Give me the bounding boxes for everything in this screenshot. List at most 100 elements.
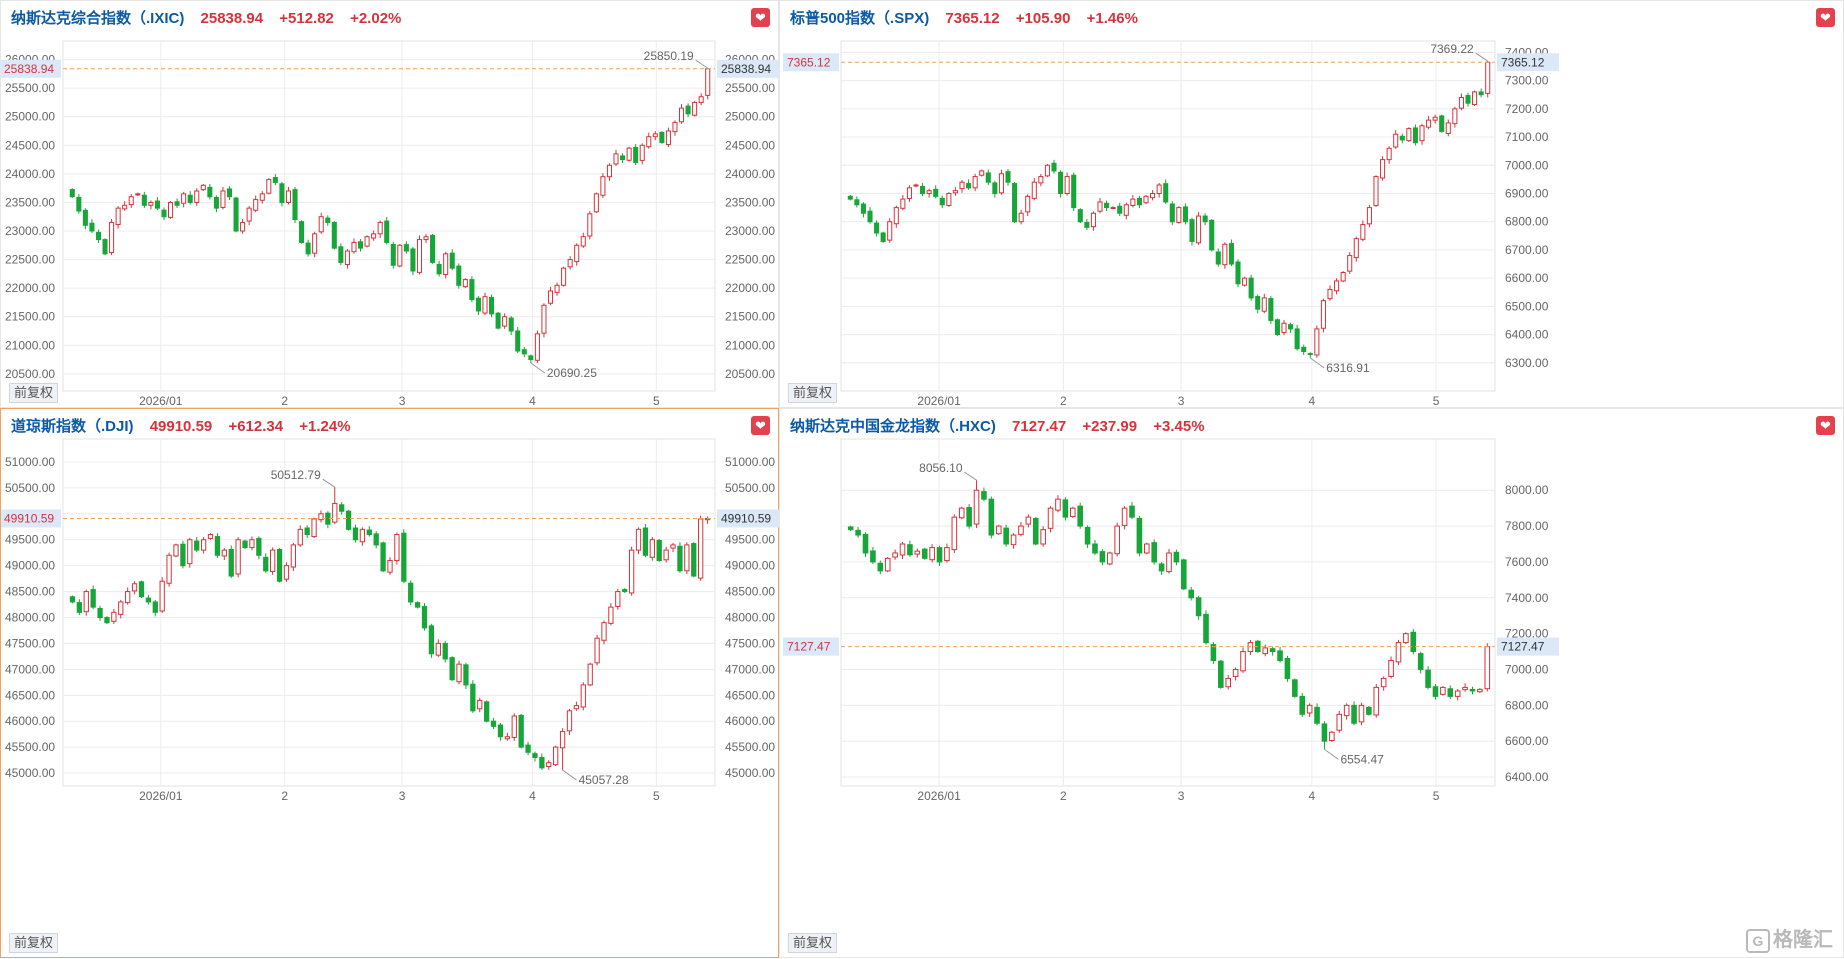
watermark-logo: G 格隆汇: [1746, 923, 1833, 953]
candle-up: [1025, 195, 1031, 213]
candle-down: [390, 243, 396, 266]
last-price-badge-right: [1497, 637, 1559, 656]
candle-down: [1173, 551, 1180, 563]
candle-down: [463, 664, 469, 686]
candle-up: [148, 201, 154, 206]
y-tick-label-right: 7200.00: [1505, 627, 1549, 641]
candle-up: [318, 216, 324, 233]
candle-up: [159, 580, 165, 612]
candle-down: [1292, 679, 1298, 697]
y-tick-label-right: 7200.00: [1505, 102, 1549, 116]
candle-down: [1255, 296, 1261, 310]
candle-up: [1114, 525, 1120, 555]
heart-icon[interactable]: ❤: [751, 8, 770, 27]
candle-down: [633, 146, 639, 163]
candle-up: [1240, 651, 1246, 672]
candle-up: [665, 130, 671, 145]
candle-down: [1181, 559, 1187, 590]
y-tick-label-right: 7400.00: [1505, 591, 1549, 605]
candle-down: [1136, 197, 1142, 206]
candle-down: [1158, 563, 1165, 572]
candle-down: [1188, 589, 1195, 599]
candle-up: [1232, 668, 1239, 677]
y-tick-label-right: 6700.00: [1505, 243, 1549, 257]
y-tick-label-right: 7600.00: [1505, 555, 1549, 569]
candle-up: [456, 663, 462, 683]
candle-down: [102, 239, 108, 255]
candle-up: [351, 241, 357, 253]
candle-up: [235, 539, 241, 575]
candle-up: [312, 233, 318, 254]
candle-down: [1314, 706, 1320, 724]
adjust-button[interactable]: 前复权: [788, 383, 838, 403]
y-tick-label-right: 6500.00: [1505, 299, 1549, 313]
y-tick-label-left: 47000.00: [5, 662, 55, 676]
adjust-button[interactable]: 前复权: [9, 383, 59, 403]
heart-icon[interactable]: ❤: [1816, 416, 1835, 435]
index-name[interactable]: 标普500指数（.SPX): [790, 10, 930, 27]
candle-up: [593, 193, 599, 213]
y-tick-label-right: 7300.00: [1505, 74, 1549, 88]
panel-header: 标普500指数（.SPX) 7365.12 +105.90 +1.46%: [790, 7, 1150, 29]
last-price-label-right: 7365.12: [1501, 55, 1545, 69]
candle-up: [705, 68, 711, 96]
y-tick-label-left: 45000.00: [5, 766, 55, 780]
adjust-button[interactable]: 前复权: [9, 933, 59, 953]
candle-down: [414, 602, 421, 608]
candle-up: [613, 153, 619, 165]
index-name[interactable]: 纳斯达克中国金龙指数（.HXC): [790, 418, 996, 435]
index-name[interactable]: 道琼斯指数（.DJI): [11, 418, 134, 435]
candle-up: [1477, 688, 1483, 693]
candle-down: [1163, 183, 1169, 203]
candle-down: [656, 539, 662, 561]
candlestick-chart[interactable]: 51000.0051000.0050500.0050500.0050000.00…: [1, 409, 780, 959]
candle-up: [194, 190, 200, 203]
index-name[interactable]: 纳斯达克综合指数（.IXIC): [11, 10, 185, 27]
high-pointer: [695, 59, 709, 69]
candle-up: [1018, 525, 1024, 535]
candlestick-chart[interactable]: 26000.0026000.0025500.0025500.0025000.00…: [1, 1, 780, 409]
candle-down: [847, 526, 854, 531]
candle-down: [508, 317, 514, 332]
candle-down: [1410, 631, 1417, 653]
candle-up: [125, 591, 131, 604]
candle-down: [449, 252, 455, 269]
heart-icon[interactable]: ❤: [751, 416, 770, 435]
y-tick-label-right: 24500.00: [725, 138, 775, 152]
y-tick-label-right: 46000.00: [725, 714, 775, 728]
x-tick-label: 2: [281, 789, 288, 803]
candle-down: [76, 196, 82, 212]
y-tick-label-left: 49500.00: [5, 533, 55, 547]
candlestick-chart[interactable]: 7400.007300.007200.007100.007000.006900.…: [780, 1, 1844, 409]
y-tick-label-right: 6900.00: [1505, 186, 1549, 200]
candlestick-chart[interactable]: 8000.00 7800.00 7600.00 7400.00 7200.00 7000.…: [780, 409, 1844, 959]
adjust-button[interactable]: 前复权: [788, 933, 838, 953]
x-tick-label: 2026/01: [917, 789, 961, 803]
y-tick-label-right: 7100.00: [1505, 130, 1549, 144]
candle-down: [1478, 91, 1484, 96]
candle-down: [207, 186, 213, 198]
y-tick-label-left: 25000.00: [5, 110, 55, 124]
candle-up: [929, 547, 935, 561]
heart-icon[interactable]: ❤: [1816, 8, 1835, 27]
candle-up: [1472, 91, 1478, 106]
x-tick-label: 5: [653, 789, 660, 803]
candle-up: [952, 190, 958, 194]
candle-down: [1071, 174, 1077, 209]
candle-down: [1084, 526, 1091, 545]
watermark-text: 格隆汇: [1773, 929, 1833, 952]
candle-up: [246, 207, 252, 222]
y-tick-label-left: 21500.00: [5, 310, 55, 324]
candle-down: [1169, 203, 1175, 223]
low-label: 6554.47: [1340, 752, 1384, 766]
index-price: 7365.12: [945, 10, 1000, 27]
candle-up: [221, 549, 227, 557]
candle-down: [357, 241, 364, 249]
candle-up: [684, 544, 690, 572]
candle-down: [410, 248, 416, 272]
y-tick-label-right: 23500.00: [725, 195, 775, 209]
candle-down: [1399, 135, 1405, 141]
candle-up: [1484, 646, 1491, 690]
y-tick-label-left: 22000.00: [5, 281, 55, 295]
low-pointer: [562, 769, 577, 781]
